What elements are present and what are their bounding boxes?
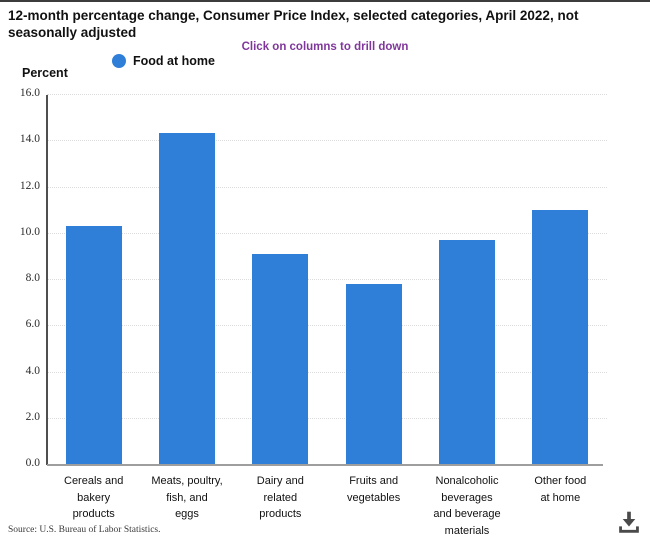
x-category-label: Meats, poultry, fish, and eggs (151, 475, 223, 520)
gridline (47, 371, 607, 373)
download-button[interactable] (615, 508, 643, 536)
download-icon (619, 511, 639, 533)
y-tick-label: 12.0 (19, 179, 40, 192)
chart-bar-fruits-and-vegetables[interactable] (345, 283, 402, 464)
gridline (47, 94, 607, 95)
x-category-label: Other food at home (534, 475, 587, 504)
y-tick-label: 6.0 (25, 318, 40, 331)
gridline (47, 325, 607, 327)
x-category-label: Dairy and related products (256, 475, 304, 520)
y-tick-label: 0.0 (25, 457, 40, 469)
chart-bar-cereals-and-bakery-products[interactable] (65, 225, 122, 464)
gridline (47, 140, 607, 142)
chart-bar-other-food-at-home[interactable] (532, 209, 589, 464)
x-category-label: Nonalcoholic beverages and beverage mate… (433, 475, 501, 537)
legend-marker-icon (112, 54, 126, 68)
y-tick-label: 10.0 (19, 225, 40, 238)
legend-item-food-at-home[interactable]: Food at home (112, 54, 215, 68)
gridline (47, 279, 607, 280)
y-tick-label: 2.0 (25, 410, 40, 423)
chart-title: 12-month percentage change, Consumer Pri… (8, 8, 579, 40)
chart-bar-meats-poultry-fish-and-eggs[interactable] (159, 133, 215, 464)
gridline (47, 186, 607, 188)
y-tick-label: 14.0 (19, 133, 40, 146)
x-category-label: Fruits and vegetables (347, 475, 401, 504)
legend-label: Food at home (133, 54, 215, 68)
x-axis (47, 464, 603, 466)
y-axis-unit-label: Percent (22, 66, 68, 80)
gridline (47, 417, 607, 419)
y-axis (46, 95, 48, 465)
y-tick-label: 8.0 (25, 272, 40, 284)
y-tick-label: 16.0 (19, 87, 40, 99)
x-category-label: Cereals and bakery products (64, 475, 124, 520)
gridline (47, 232, 607, 234)
y-tick-label: 4.0 (25, 364, 40, 377)
source-note: Source: U.S. Bureau of Labor Statistics. (8, 525, 161, 535)
chart-bar-dairy-and-related-products[interactable] (252, 253, 309, 464)
chart-bar-nonalcoholic-beverages-and-beverage-materials[interactable] (439, 239, 495, 464)
drilldown-hint: Click on columns to drill down (241, 41, 409, 53)
